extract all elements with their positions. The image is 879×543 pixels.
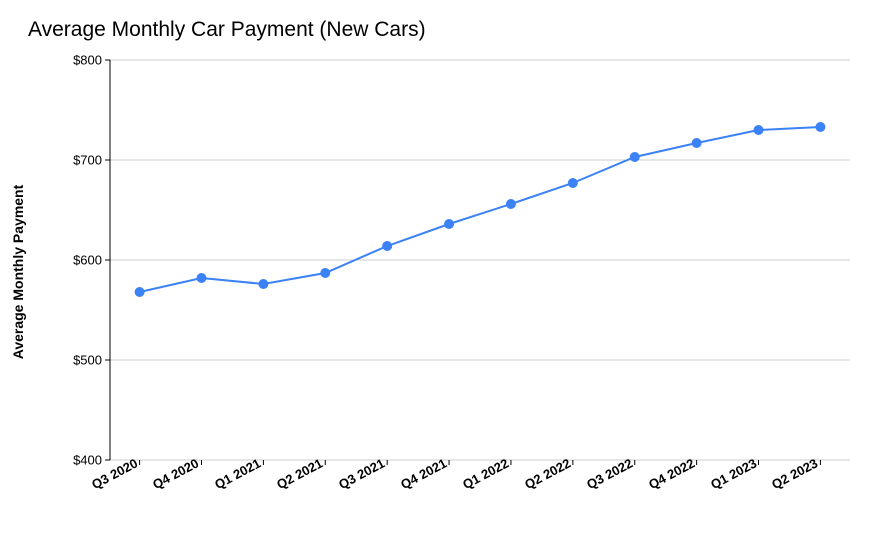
x-tick-label: Q2 2023 bbox=[769, 455, 820, 492]
x-tick-label: Q1 2021 bbox=[212, 455, 263, 492]
data-point bbox=[196, 273, 206, 283]
x-tick-label: Q2 2022 bbox=[522, 455, 573, 492]
data-point bbox=[258, 279, 268, 289]
data-point bbox=[320, 268, 330, 278]
chart-container: Average Monthly Car Payment (New Cars) A… bbox=[0, 0, 879, 543]
plot-area: $400$500$600$700$800Q3 2020Q4 2020Q1 202… bbox=[110, 60, 850, 460]
data-point bbox=[630, 152, 640, 162]
y-axis-label: Average Monthly Payment bbox=[10, 184, 26, 359]
chart-title: Average Monthly Car Payment (New Cars) bbox=[28, 18, 426, 42]
x-tick-label: Q2 2021 bbox=[274, 455, 325, 492]
x-tick-label: Q4 2022 bbox=[646, 455, 697, 492]
y-tick-label: $700 bbox=[73, 153, 110, 168]
data-point bbox=[754, 125, 764, 135]
data-point bbox=[135, 287, 145, 297]
chart-svg bbox=[110, 60, 850, 460]
data-point bbox=[815, 122, 825, 132]
x-tick-label: Q4 2020 bbox=[151, 455, 202, 492]
y-tick-label: $800 bbox=[73, 53, 110, 68]
x-tick-label: Q1 2023 bbox=[708, 455, 759, 492]
x-tick-label: Q3 2021 bbox=[336, 455, 387, 492]
x-tick-label: Q3 2022 bbox=[584, 455, 635, 492]
x-tick-label: Q1 2022 bbox=[460, 455, 511, 492]
y-tick-label: $400 bbox=[73, 453, 110, 468]
data-point bbox=[444, 219, 454, 229]
data-point bbox=[568, 178, 578, 188]
data-point bbox=[506, 199, 516, 209]
data-point bbox=[382, 241, 392, 251]
data-point bbox=[692, 138, 702, 148]
data-line bbox=[140, 127, 821, 292]
x-tick-label: Q4 2021 bbox=[398, 455, 449, 492]
y-tick-label: $600 bbox=[73, 253, 110, 268]
y-tick-label: $500 bbox=[73, 353, 110, 368]
